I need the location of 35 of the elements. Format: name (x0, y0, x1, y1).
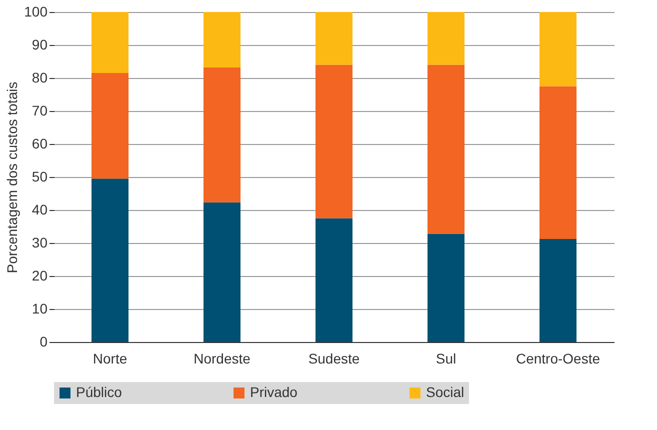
y-axis-title: Porcentagem dos custos totais (4, 82, 20, 274)
y-tick-label: 30 (32, 234, 48, 250)
bar (204, 67, 240, 202)
x-tick-label: Sul (436, 350, 456, 366)
x-tick-label: Sudeste (308, 350, 360, 366)
y-tick-label: 80 (32, 70, 48, 86)
legend-label: Público (76, 384, 122, 400)
bar (316, 218, 352, 342)
bar (316, 12, 352, 65)
bar (204, 202, 240, 342)
y-tick-label: 50 (32, 168, 48, 184)
x-tick-label: Nordeste (194, 350, 251, 366)
y-tick-label: 20 (32, 268, 48, 284)
bar (428, 64, 464, 234)
y-tick-label: 10 (32, 300, 48, 316)
bar (540, 12, 576, 86)
bar (92, 73, 128, 179)
y-tick-label: 60 (32, 136, 48, 152)
bar (92, 12, 128, 74)
bar (316, 64, 352, 218)
x-tick-label: Centro-Oeste (516, 350, 600, 366)
legend-label: Privado (250, 384, 298, 400)
y-tick-label: 70 (32, 102, 48, 118)
y-tick-label: 0 (40, 334, 48, 350)
bar (540, 239, 576, 342)
y-tick-label: 100 (24, 4, 48, 20)
bar (204, 12, 240, 68)
legend-label: Social (426, 384, 464, 400)
bar (428, 234, 464, 342)
y-tick-label: 90 (32, 36, 48, 52)
bar (92, 178, 128, 342)
x-tick-label: Norte (92, 350, 128, 366)
y-tick-label: 40 (32, 202, 48, 218)
bar (428, 12, 464, 65)
bar (540, 86, 576, 240)
